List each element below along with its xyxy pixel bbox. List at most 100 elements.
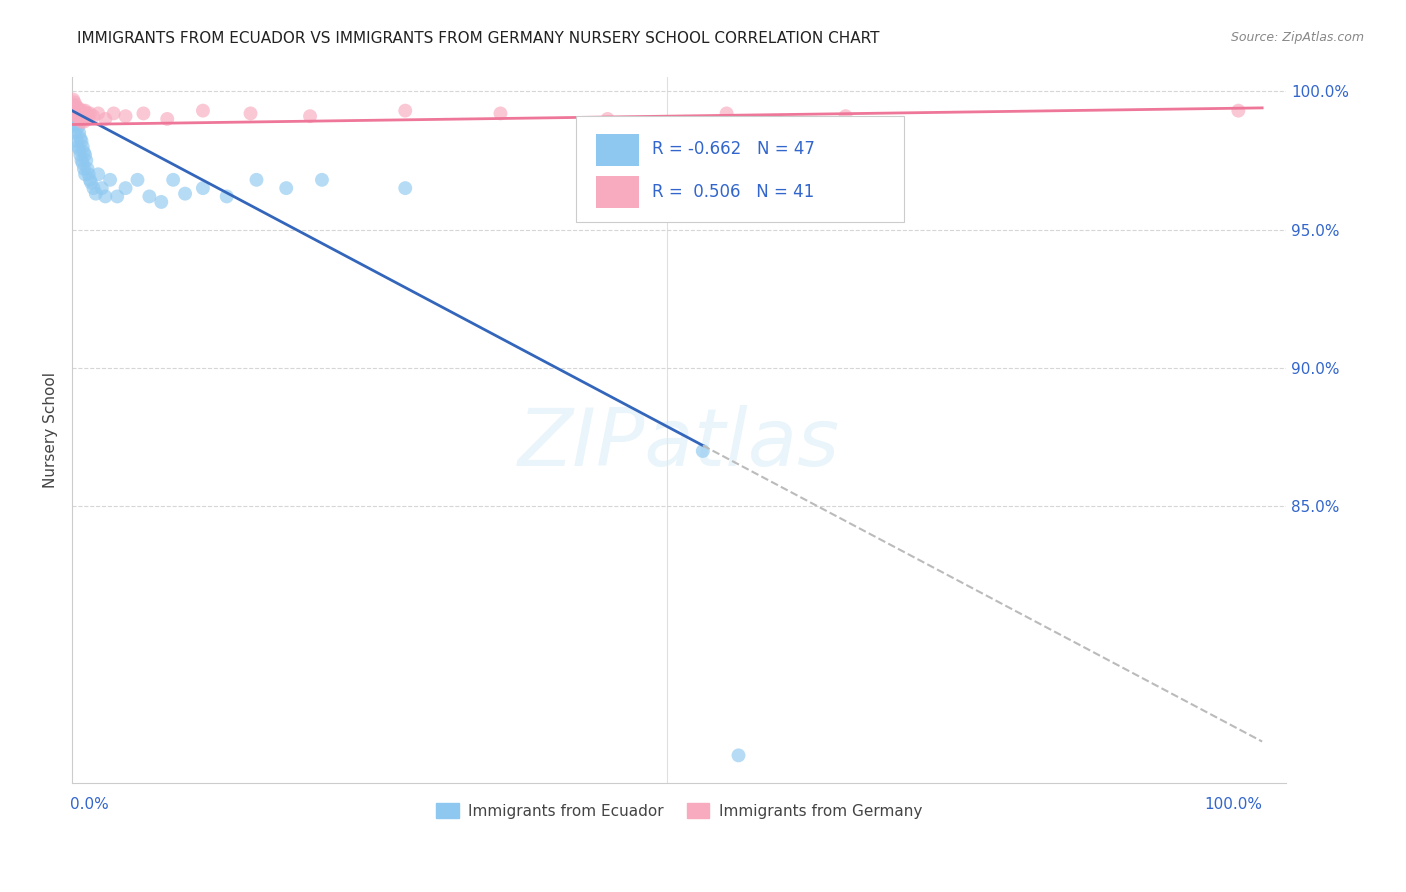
Point [69,148,91,162]
Point [105,189,128,203]
Point [394,181,416,195]
Point [150,194,173,209]
Point [114,109,136,123]
Point [75,109,97,123]
Point [276,181,298,195]
Point [63,95,86,110]
Point [72,112,94,126]
Point [156,112,179,126]
FancyBboxPatch shape [576,116,904,222]
Point [716,106,738,120]
Point [114,181,136,195]
Point [72,103,94,118]
Point [191,103,214,118]
Point [66,120,89,135]
Point [69,103,91,118]
Point [66,109,89,123]
Point [162,173,184,187]
Point [77,112,100,126]
Text: R = -0.662   N = 47: R = -0.662 N = 47 [652,140,815,159]
Point [75,167,97,181]
Point [87,106,110,120]
Point [73,145,96,160]
Text: 100.0%: 100.0% [1204,797,1263,812]
Point [727,748,749,763]
Point [84,186,107,201]
Point [191,181,214,195]
Point [73,106,96,120]
Point [103,106,125,120]
Point [66,139,89,153]
Point [65,106,87,120]
Point [72,139,94,153]
Point [66,109,89,123]
Point [311,173,333,187]
Legend: Immigrants from Ecuador, Immigrants from Germany: Immigrants from Ecuador, Immigrants from… [430,797,928,825]
Text: IMMIGRANTS FROM ECUADOR VS IMMIGRANTS FROM GERMANY NURSERY SCHOOL CORRELATION CH: IMMIGRANTS FROM ECUADOR VS IMMIGRANTS FR… [77,31,880,46]
Point [73,114,96,128]
Text: ZIPatlas: ZIPatlas [517,405,839,483]
Point [63,103,86,118]
Point [62,93,84,107]
Point [66,101,89,115]
Point [174,186,197,201]
Point [127,173,149,187]
Text: R =  0.506   N = 41: R = 0.506 N = 41 [652,183,814,201]
Point [76,161,98,176]
Point [77,167,100,181]
Point [79,173,101,187]
Point [80,176,103,190]
Point [82,181,104,195]
Point [67,142,90,156]
Point [394,103,416,118]
Point [245,173,267,187]
Text: 0.0%: 0.0% [70,797,108,812]
Point [70,114,93,128]
Point [299,109,322,123]
Point [94,112,117,126]
Point [66,101,89,115]
Text: Source: ZipAtlas.com: Source: ZipAtlas.com [1230,31,1364,45]
Point [70,134,93,148]
Point [67,112,90,126]
Point [82,109,104,123]
Point [75,103,97,118]
Point [489,106,512,120]
Point [138,189,160,203]
Point [692,444,714,458]
Point [65,98,87,112]
Point [90,181,112,195]
Point [132,106,155,120]
Point [215,189,238,203]
Point [69,131,91,145]
Point [98,173,121,187]
Point [1227,103,1250,118]
Point [75,148,97,162]
Point [66,134,89,148]
Point [67,103,90,118]
Point [79,106,101,120]
Point [70,153,93,168]
Point [94,189,117,203]
Bar [596,177,638,208]
Point [66,118,89,132]
Point [65,126,87,140]
Point [87,167,110,181]
Point [67,126,90,140]
Point [62,101,84,115]
Point [75,153,97,168]
Point [62,98,84,112]
Bar [596,134,638,166]
Point [596,112,619,126]
Point [63,106,86,120]
Point [73,161,96,176]
Point [72,156,94,170]
Point [834,109,856,123]
Y-axis label: Nursery School: Nursery School [44,372,58,488]
Point [239,106,262,120]
Point [70,106,93,120]
Point [76,106,98,120]
Point [65,112,87,126]
Point [63,118,86,132]
Point [69,112,91,126]
